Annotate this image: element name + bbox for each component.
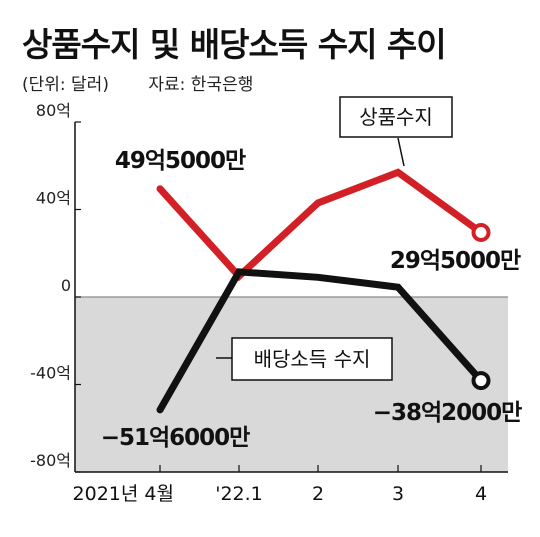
y-tick-label: -40억 [30, 364, 71, 383]
chart-meta: (단위: 달러) 자료: 한국은행 [22, 70, 287, 95]
x-tick-label: 4 [475, 483, 487, 505]
x-tick-label: 3 [392, 483, 404, 505]
y-tick-label: 0 [61, 276, 71, 295]
data-label: −38억2000만 [373, 400, 522, 426]
series-end-marker [471, 222, 491, 242]
chart-title: 상품수지 및 배당소득 수지 추이 [22, 25, 447, 64]
callout-leader [397, 137, 405, 167]
x-tick-label: 2021년 4월 [73, 483, 174, 505]
data-label: −51억6000만 [101, 425, 250, 451]
data-label: 49억5000만 [115, 148, 246, 174]
legend-box-goods [339, 96, 453, 138]
y-tick-label: 40억 [36, 189, 71, 208]
legend-label-dividend: 배당소득 수지 [254, 347, 371, 371]
x-tick-label: 2 [312, 483, 324, 505]
dividend-balance-line [156, 268, 485, 414]
data-label: 29억5000만 [390, 248, 521, 274]
unit-label: (단위: 달러) [22, 75, 109, 95]
source-label: 자료: 한국은행 [148, 75, 254, 95]
y-tick-label: -80억 [30, 451, 71, 470]
series-end-marker [471, 371, 491, 391]
legend-box-dividend [231, 337, 393, 381]
y-tick-label: 80억 [36, 101, 71, 120]
x-tick-label: '22.1 [215, 483, 263, 505]
goods-balance-line [156, 168, 485, 282]
legend-label-goods: 상품수지 [359, 105, 433, 129]
